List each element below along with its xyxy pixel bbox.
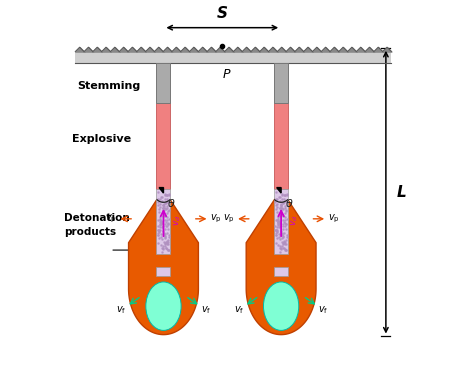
Bar	[274, 62, 288, 103]
Bar	[156, 62, 171, 103]
Text: P: P	[222, 68, 230, 81]
Polygon shape	[277, 188, 281, 193]
Ellipse shape	[146, 282, 181, 331]
Text: $v_{\rm f}$: $v_{\rm f}$	[201, 304, 211, 316]
Ellipse shape	[264, 282, 299, 331]
Text: θ: θ	[168, 199, 175, 209]
Text: $v_{\rm p}$: $v_{\rm p}$	[223, 213, 234, 225]
Bar	[274, 267, 288, 276]
Text: $v_{\rm p}$: $v_{\rm p}$	[328, 213, 339, 225]
Text: $v_{\rm f}$: $v_{\rm f}$	[318, 304, 328, 316]
Polygon shape	[128, 190, 199, 335]
Text: $v_d$: $v_d$	[290, 215, 301, 226]
Bar	[156, 103, 171, 190]
Bar	[75, 52, 392, 62]
Text: $v_{\rm p}$: $v_{\rm p}$	[105, 213, 117, 225]
Bar	[156, 190, 171, 254]
Text: Stemming: Stemming	[77, 82, 140, 91]
Text: S: S	[217, 6, 228, 21]
Text: Detonation
products: Detonation products	[64, 213, 130, 237]
Text: L: L	[396, 185, 406, 200]
Text: $v_d$: $v_d$	[173, 215, 183, 226]
Text: $v_{\rm f}$: $v_{\rm f}$	[234, 304, 244, 316]
Text: $v_{\rm p}$: $v_{\rm p}$	[210, 213, 222, 225]
Polygon shape	[246, 190, 316, 335]
Polygon shape	[159, 188, 164, 193]
Bar	[156, 267, 171, 276]
Text: θ: θ	[286, 199, 292, 209]
Text: Explosive: Explosive	[72, 134, 131, 144]
Bar	[274, 103, 288, 190]
Text: $v_{\rm f}$: $v_{\rm f}$	[116, 304, 127, 316]
Bar	[274, 190, 288, 254]
